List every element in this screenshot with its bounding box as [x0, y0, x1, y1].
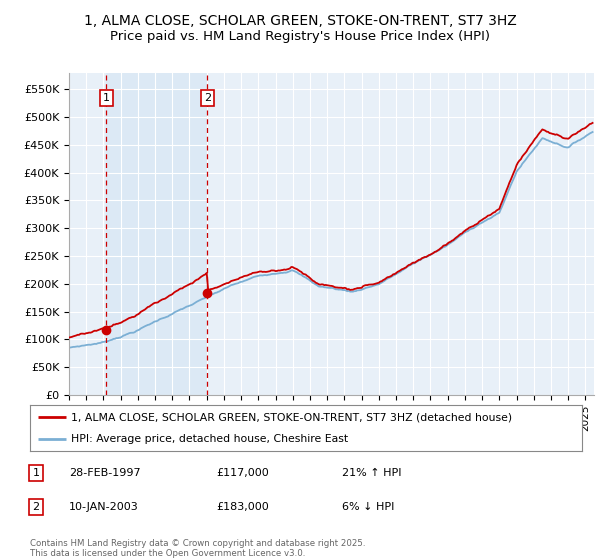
Text: 2: 2: [203, 93, 211, 103]
Text: 2: 2: [32, 502, 40, 512]
Text: 1, ALMA CLOSE, SCHOLAR GREEN, STOKE-ON-TRENT, ST7 3HZ (detached house): 1, ALMA CLOSE, SCHOLAR GREEN, STOKE-ON-T…: [71, 412, 512, 422]
Text: Price paid vs. HM Land Registry's House Price Index (HPI): Price paid vs. HM Land Registry's House …: [110, 30, 490, 43]
Text: 1, ALMA CLOSE, SCHOLAR GREEN, STOKE-ON-TRENT, ST7 3HZ: 1, ALMA CLOSE, SCHOLAR GREEN, STOKE-ON-T…: [83, 14, 517, 28]
Text: 1: 1: [32, 468, 40, 478]
Text: Contains HM Land Registry data © Crown copyright and database right 2025.
This d: Contains HM Land Registry data © Crown c…: [30, 539, 365, 558]
Bar: [106, 73, 207, 395]
Text: 6% ↓ HPI: 6% ↓ HPI: [342, 502, 394, 512]
Text: 21% ↑ HPI: 21% ↑ HPI: [342, 468, 401, 478]
Text: £183,000: £183,000: [216, 502, 269, 512]
Text: 28-FEB-1997: 28-FEB-1997: [69, 468, 140, 478]
Text: HPI: Average price, detached house, Cheshire East: HPI: Average price, detached house, Ches…: [71, 435, 349, 444]
Text: £117,000: £117,000: [216, 468, 269, 478]
Text: 1: 1: [103, 93, 110, 103]
Text: 10-JAN-2003: 10-JAN-2003: [69, 502, 139, 512]
